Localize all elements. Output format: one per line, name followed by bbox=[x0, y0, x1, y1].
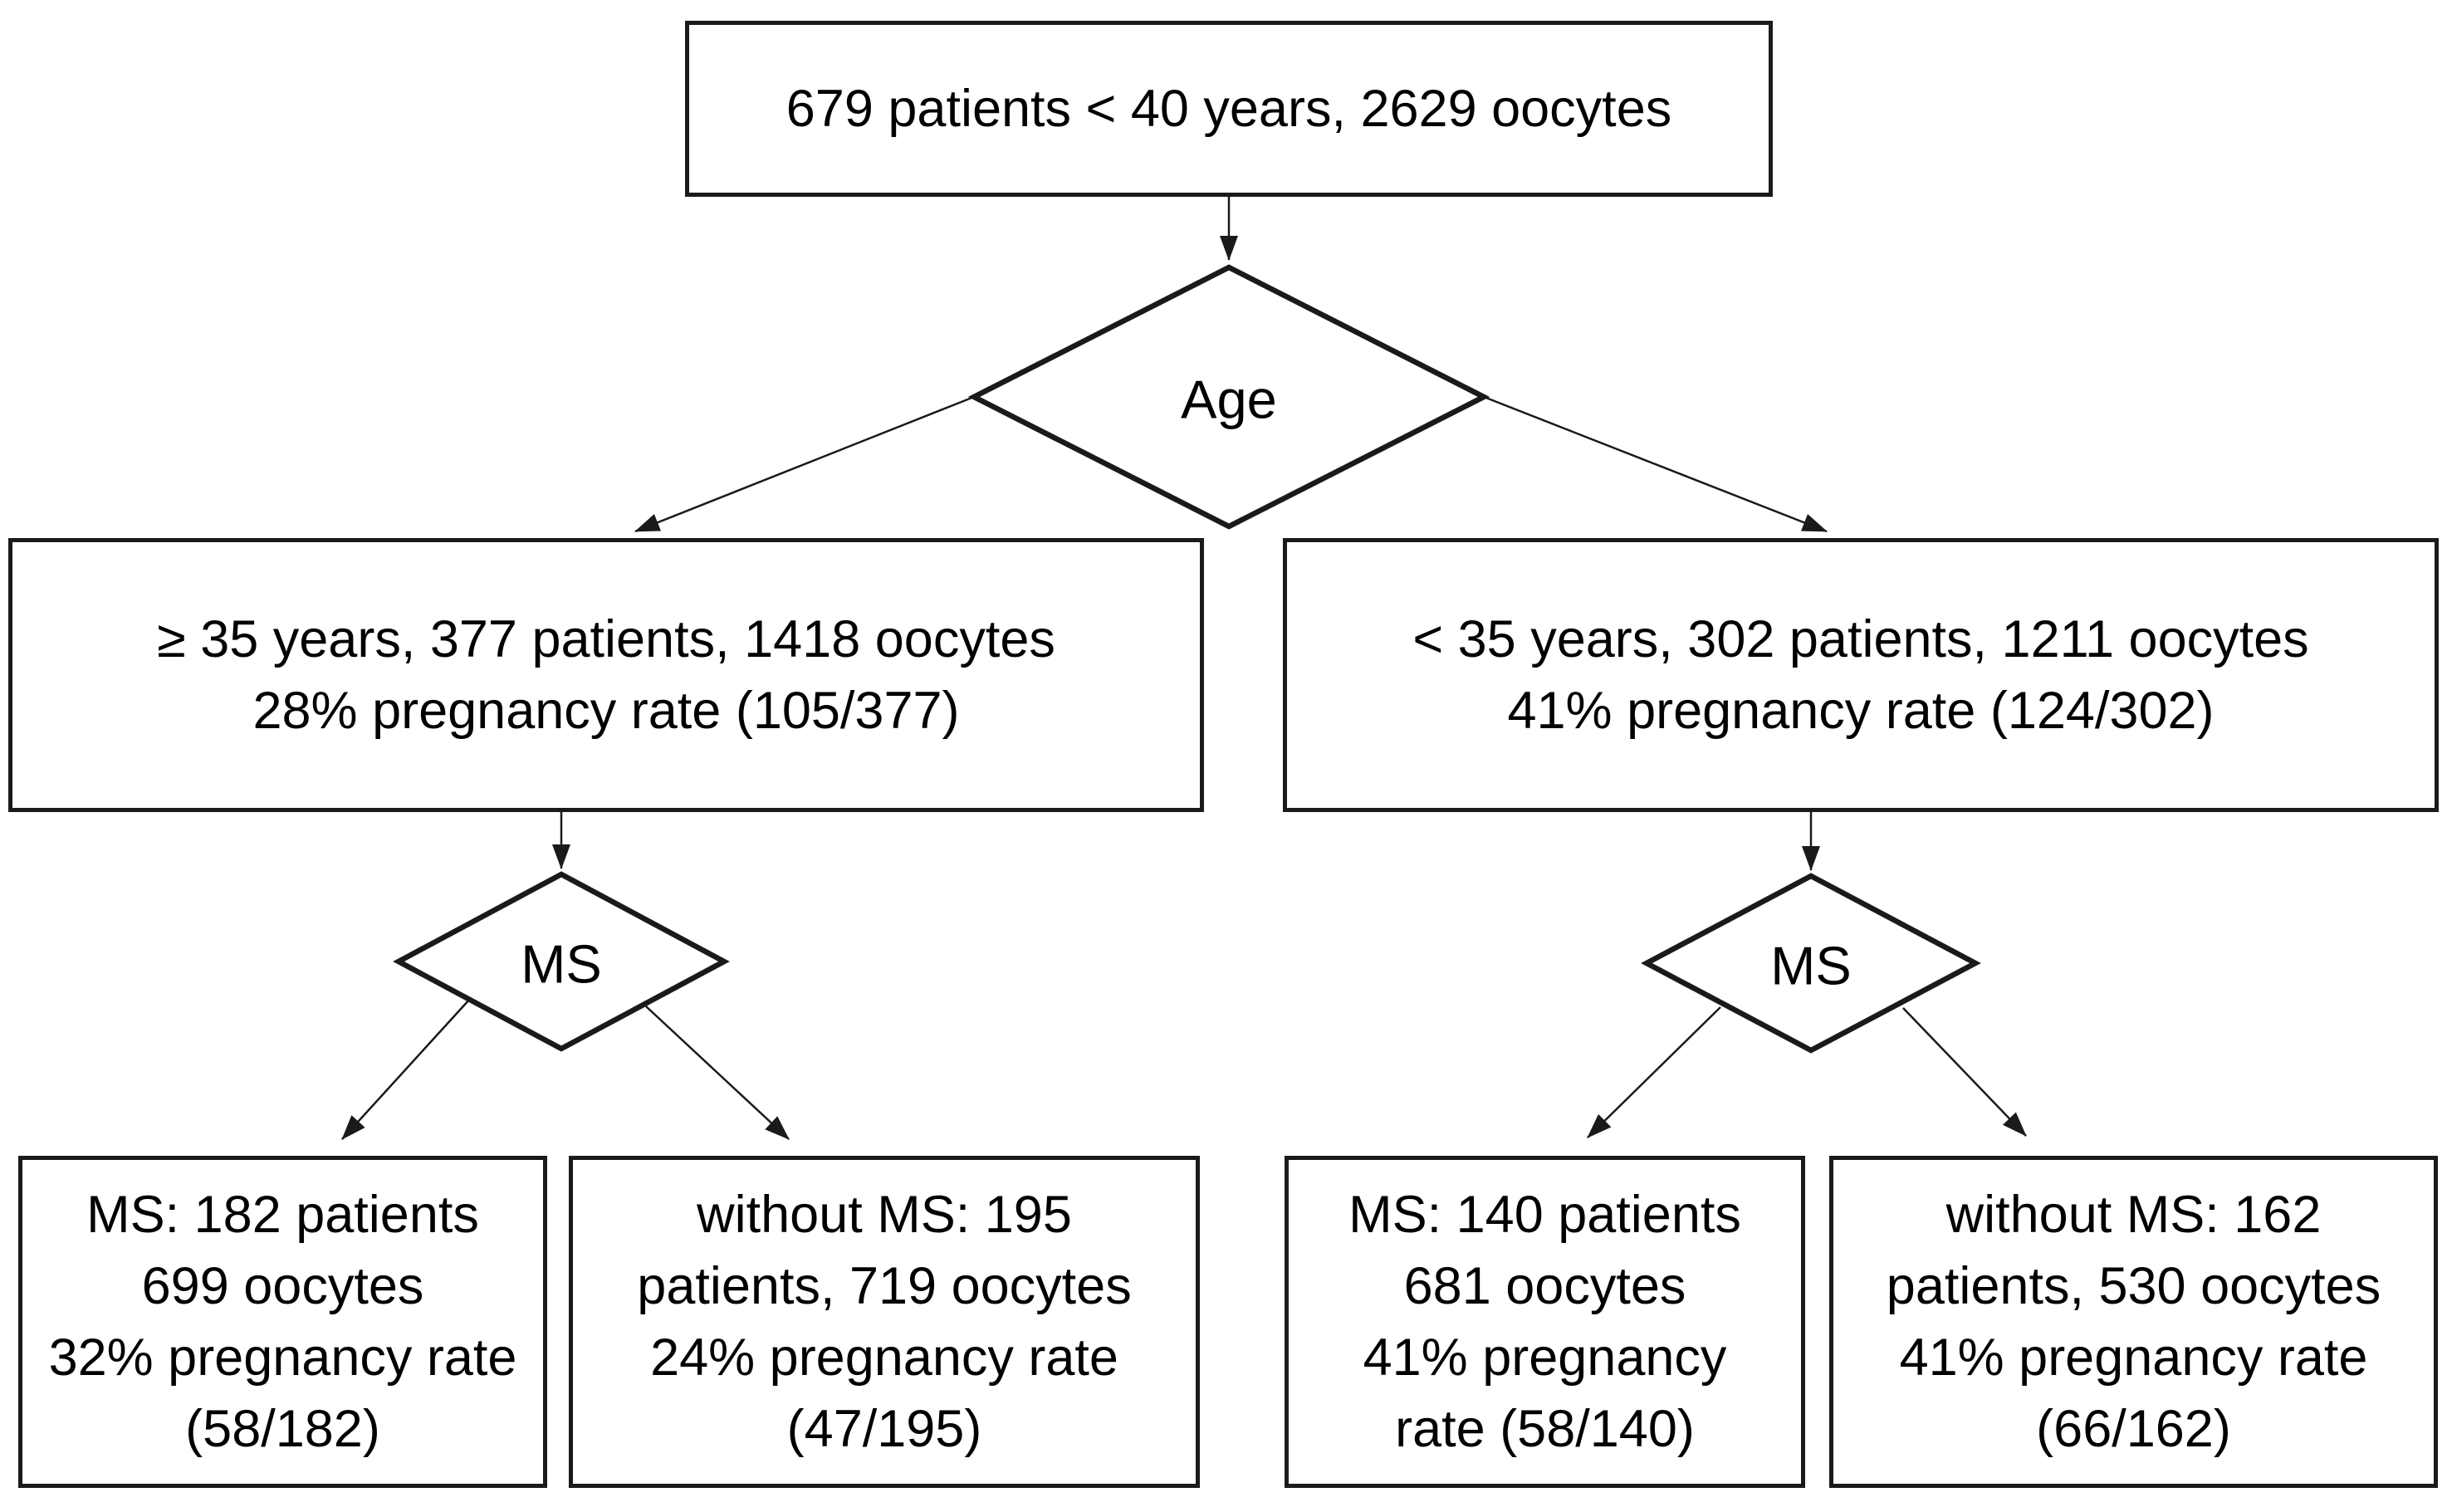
leaf-older-ms-line1: MS: 182 patients bbox=[86, 1186, 479, 1244]
node-leaf-older-without-ms: without MS: 195 patients, 719 oocytes 24… bbox=[569, 1156, 1200, 1488]
ms-diamond-younger bbox=[1641, 873, 1981, 1054]
node-branch-younger-line2: 41% pregnancy rate (124/302) bbox=[1507, 682, 2215, 740]
leaf-older-ms-line3: 32% pregnancy rate bbox=[48, 1329, 517, 1387]
leaf-older-ms-line2: 699 oocytes bbox=[141, 1257, 424, 1315]
leaf-older-ms-line4: (58/182) bbox=[185, 1400, 380, 1458]
age-diamond bbox=[967, 264, 1490, 530]
ms-diamond-older-label: MS bbox=[521, 933, 602, 995]
leaf-younger-without-ms-line3: 41% pregnancy rate bbox=[1899, 1329, 2368, 1387]
arrow-ms-to-younger-ms-leaf bbox=[1587, 1006, 1721, 1138]
node-branch-older: ≥ 35 years, 377 patients, 1418 oocytes 2… bbox=[8, 538, 1204, 812]
arrow-ms-to-older-ms-leaf bbox=[341, 998, 471, 1140]
leaf-younger-ms-line1: MS: 140 patients bbox=[1348, 1186, 1741, 1244]
node-leaf-older-ms: MS: 182 patients 699 oocytes 32% pregnan… bbox=[18, 1156, 547, 1488]
leaf-younger-without-ms-line4: (66/162) bbox=[2036, 1400, 2231, 1458]
ms-diamond-older bbox=[393, 871, 730, 1052]
arrow-ms-to-older-without-ms-leaf bbox=[645, 1006, 790, 1140]
leaf-older-without-ms-line1: without MS: 195 bbox=[697, 1186, 1072, 1244]
leaf-older-without-ms-line3: 24% pregnancy rate bbox=[650, 1329, 1118, 1387]
node-branch-younger-line1: < 35 years, 302 patients, 1211 oocytes bbox=[1412, 610, 2309, 668]
arrow-age-to-younger-branch bbox=[1483, 395, 1828, 533]
age-diamond-label: Age bbox=[1181, 369, 1277, 430]
node-leaf-younger-without-ms: without MS: 162 patients, 530 oocytes 41… bbox=[1829, 1156, 2438, 1488]
leaf-younger-without-ms-line2: patients, 530 oocytes bbox=[1886, 1257, 2381, 1315]
leaf-younger-without-ms-line1: without MS: 162 bbox=[1945, 1186, 2322, 1244]
leaf-older-without-ms-line2: patients, 719 oocytes bbox=[637, 1257, 1132, 1315]
leaf-younger-ms-line2: 681 oocytes bbox=[1403, 1257, 1686, 1315]
leaf-younger-ms-line3: 41% pregnancy bbox=[1363, 1329, 1727, 1387]
leaf-younger-ms-line4: rate (58/140) bbox=[1395, 1400, 1695, 1458]
node-branch-older-line2: 28% pregnancy rate (105/377) bbox=[252, 682, 960, 740]
node-branch-younger: < 35 years, 302 patients, 1211 oocytes 4… bbox=[1283, 538, 2439, 812]
node-root-text: 679 patients < 40 years, 2629 oocytes bbox=[785, 80, 1672, 138]
ms-diamond-younger-label: MS bbox=[1770, 935, 1852, 996]
node-root: 679 patients < 40 years, 2629 oocytes bbox=[685, 21, 1773, 197]
node-leaf-younger-ms: MS: 140 patients 681 oocytes 41% pregnan… bbox=[1285, 1156, 1805, 1488]
arrow-age-to-older-branch bbox=[634, 395, 975, 533]
leaf-older-without-ms-line4: (47/195) bbox=[786, 1400, 982, 1458]
node-branch-older-line1: ≥ 35 years, 377 patients, 1418 oocytes bbox=[157, 610, 1055, 668]
arrow-ms-to-younger-without-ms-leaf bbox=[1902, 1007, 2027, 1137]
